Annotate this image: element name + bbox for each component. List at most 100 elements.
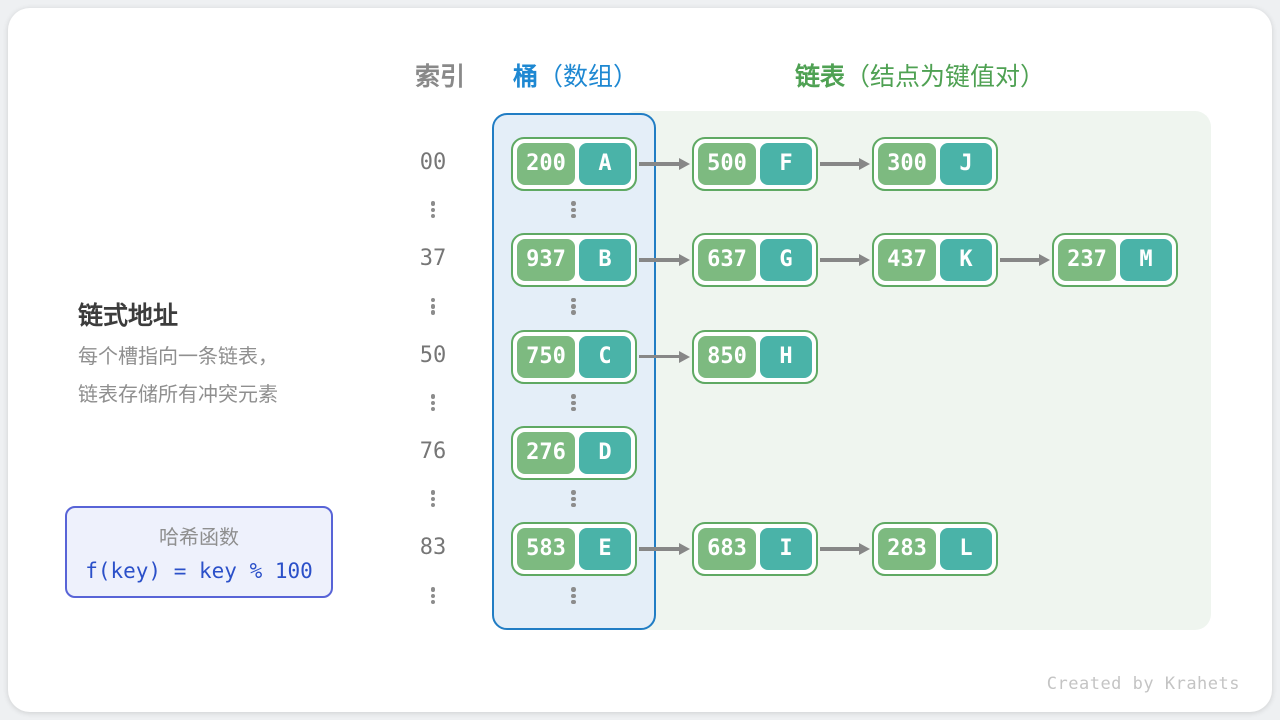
kv-node: 200 A — [511, 137, 637, 191]
vertical-ellipsis-icon — [430, 586, 436, 607]
kv-node-value: L — [940, 528, 992, 570]
diagram-card: 索引 桶（数组） 链表（结点为键值对） 00 200 A 500 F 300 J 37 937 B… — [8, 8, 1272, 712]
index-label: 76 — [419, 439, 447, 464]
column-header-bucket-rest: （数组） — [538, 63, 639, 91]
kv-node-key: 200 — [517, 143, 575, 185]
kv-node: 750 C — [511, 329, 637, 384]
concept-description-line1: 每个槽指向一条链表， — [78, 346, 278, 368]
ellipsis-dot — [430, 394, 436, 399]
ellipsis-dot — [571, 502, 576, 508]
ellipsis-dot — [430, 310, 436, 315]
arrow-head-icon — [859, 254, 870, 266]
kv-node: 283 L — [872, 522, 998, 576]
ellipsis-dot — [430, 406, 436, 412]
ellipsis-dot — [571, 587, 576, 592]
kv-node-value: D — [579, 432, 631, 474]
arrow-head-icon — [1039, 254, 1050, 266]
ellipsis-dot — [571, 496, 576, 502]
arrow-head-icon — [679, 350, 690, 363]
ellipsis-dot — [571, 297, 576, 303]
concept-title: 链式地址 — [78, 302, 179, 330]
column-header-bucket: 桶（数组） — [513, 57, 638, 93]
arrow-shaft — [639, 354, 679, 359]
ellipsis-dot — [571, 304, 576, 309]
kv-node: 683 I — [692, 522, 818, 576]
ellipsis-dot — [571, 213, 576, 219]
arrow-icon — [1000, 253, 1050, 267]
ellipsis-dot — [571, 207, 576, 213]
arrow-head-icon — [679, 254, 690, 266]
kv-node-value: J — [940, 143, 992, 185]
vertical-ellipsis-icon — [430, 393, 436, 414]
kv-node-key: 283 — [878, 528, 936, 570]
kv-node-key: 637 — [698, 239, 756, 281]
index-label: 83 — [419, 535, 447, 560]
kv-node-value: E — [579, 528, 631, 570]
kv-node-key: 437 — [878, 239, 936, 281]
kv-node-value: C — [579, 335, 631, 378]
column-header-bucket-strong: 桶 — [513, 63, 539, 91]
arrow-icon — [639, 542, 690, 556]
vertical-ellipsis-icon — [430, 489, 436, 510]
ellipsis-dot — [430, 599, 436, 605]
column-header-linked-list-rest: （结点为键值对） — [845, 63, 1046, 91]
vertical-ellipsis-icon — [571, 489, 577, 510]
ellipsis-dot — [430, 207, 436, 213]
kv-node-key: 583 — [517, 528, 575, 570]
kv-node-key: 300 — [878, 143, 936, 185]
arrow-shaft — [820, 547, 859, 551]
kv-node-value: I — [760, 528, 812, 570]
ellipsis-dot — [571, 406, 576, 412]
kv-node: 300 J — [872, 137, 998, 191]
ellipsis-dot — [571, 400, 576, 406]
arrow-shaft — [639, 162, 679, 166]
ellipsis-dot — [430, 213, 436, 219]
ellipsis-dot — [430, 587, 436, 592]
kv-node-value: M — [1120, 239, 1172, 281]
concept-description-line2: 链表存储所有冲突元素 — [78, 384, 278, 406]
hash-function-formula: f(key) = key % 100 — [85, 559, 313, 583]
arrow-icon — [639, 350, 690, 364]
arrow-icon — [639, 157, 690, 171]
arrow-shaft — [639, 258, 679, 262]
arrow-icon — [639, 253, 690, 267]
arrow-icon — [820, 253, 870, 267]
kv-node: 637 G — [692, 233, 818, 287]
kv-node-key: 276 — [517, 432, 575, 474]
arrow-icon — [820, 542, 870, 556]
arrow-shaft — [820, 162, 859, 166]
column-header-linked-list-strong: 链表 — [795, 63, 846, 91]
kv-node: 276 D — [511, 426, 637, 480]
arrow-head-icon — [859, 158, 870, 170]
ellipsis-dot — [430, 490, 436, 495]
ellipsis-dot — [430, 304, 436, 309]
arrow-shaft — [820, 258, 859, 262]
ellipsis-dot — [571, 490, 576, 495]
ellipsis-dot — [430, 496, 436, 502]
vertical-ellipsis-icon — [571, 393, 577, 414]
index-label: 00 — [419, 150, 447, 175]
kv-node: 850 H — [692, 329, 818, 384]
ellipsis-dot — [430, 593, 436, 599]
ellipsis-dot — [571, 201, 576, 206]
column-header-index: 索引 — [414, 63, 465, 91]
ellipsis-dot — [430, 502, 436, 508]
ellipsis-dot — [571, 593, 576, 599]
ellipsis-dot — [571, 310, 576, 315]
kv-node: 500 F — [692, 137, 818, 191]
ellipsis-dot — [430, 201, 436, 206]
vertical-ellipsis-icon — [430, 296, 436, 317]
kv-node-value: K — [940, 239, 992, 281]
arrow-shaft — [1000, 258, 1039, 262]
hash-rows-layer: 00 200 A 500 F 300 J 37 937 B 637 G 437 K 237 M 50 750 C 85… — [8, 8, 1272, 712]
credit-text: Created by Krahets — [1046, 674, 1240, 694]
kv-node-value: G — [760, 239, 812, 281]
ellipsis-dot — [571, 599, 576, 605]
concept-description: 每个槽指向一条链表， 链表存储所有冲突元素 — [78, 338, 278, 414]
ellipsis-dot — [430, 297, 436, 303]
hash-function-box: 哈希函数 f(key) = key % 100 — [65, 506, 333, 598]
kv-node-key: 500 — [698, 143, 756, 185]
arrow-head-icon — [859, 543, 870, 555]
kv-node-key: 937 — [517, 239, 575, 281]
ellipsis-dot — [571, 394, 576, 399]
